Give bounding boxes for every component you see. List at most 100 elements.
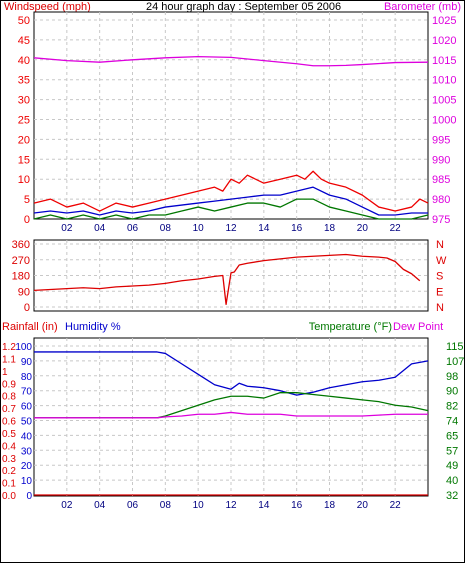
- windspeed-tick-label: 5: [24, 194, 30, 206]
- humidity-axis-title: Humidity %: [65, 321, 121, 333]
- temperature-tick-label: 57: [446, 445, 458, 457]
- rainfall-tick-label: 0.6: [2, 417, 16, 428]
- dewpoint-line: [34, 411, 428, 419]
- chart-title: 24 hour graph day : September 05 2006: [146, 1, 341, 13]
- direction-tick-label: 90: [18, 286, 30, 298]
- low-line: [33, 198, 429, 220]
- windspeed-tick-label: 35: [18, 75, 30, 87]
- windspeed-tick-label: 50: [18, 15, 30, 27]
- humidity-tick-label: 100: [15, 342, 32, 353]
- humidity-tick-label: 0: [26, 491, 32, 502]
- hour-tick-label: 22: [390, 500, 402, 511]
- hour-tick-label: 02: [61, 500, 73, 511]
- temperature-tick-label: 115: [446, 341, 464, 353]
- windspeed-tick-label: 10: [18, 174, 30, 186]
- hour-tick-label: 08: [160, 223, 172, 234]
- compass-tick-label: S: [436, 271, 443, 283]
- rainfall-tick-label: 1: [2, 367, 8, 378]
- temperature-tick-label: 65: [446, 430, 458, 442]
- hour-tick-label: 16: [291, 500, 303, 511]
- hour-tick-label: 16: [291, 223, 303, 234]
- humidity-tick-label: 10: [21, 476, 33, 487]
- hour-tick-label: 08: [160, 500, 172, 511]
- windspeed-tick-label: 45: [18, 35, 30, 47]
- hour-tick-label: 20: [357, 223, 369, 234]
- temperature-tick-label: 82: [446, 401, 458, 413]
- humidity-tick-label: 40: [21, 431, 33, 442]
- barometer-tick-label: 980: [432, 194, 450, 206]
- rainfall-tick-label: 0.1: [2, 479, 16, 490]
- hour-tick-label: 02: [61, 223, 73, 234]
- barometer-tick-label: 990: [432, 154, 450, 166]
- humidity-tick-label: 50: [21, 417, 33, 428]
- hour-tick-label: 18: [324, 500, 336, 511]
- rainfall-tick-label: 0.3: [2, 454, 16, 465]
- barometer-line: [33, 55, 429, 67]
- barometer-tick-label: 1000: [432, 115, 456, 127]
- temperature-tick-label: 74: [446, 416, 458, 428]
- temperature-tick-label: 98: [446, 371, 458, 383]
- temperature-tick-label: 40: [446, 475, 458, 487]
- temperature-tick-label: 32: [446, 490, 458, 502]
- windspeed-tick-label: 30: [18, 95, 30, 107]
- humidity-tick-label: 90: [21, 357, 33, 368]
- hour-tick-label: 14: [258, 223, 270, 234]
- avg-line: [33, 186, 428, 216]
- hour-tick-label: 06: [127, 500, 139, 511]
- humidity-line: [34, 351, 429, 396]
- windspeed-axis-title: Windspeed (mph): [4, 1, 91, 13]
- barometer-tick-label: 995: [432, 134, 450, 146]
- windspeed-tick-label: 20: [18, 134, 30, 146]
- rainfall-tick-label: 0.5: [2, 429, 16, 440]
- hour-tick-label: 06: [127, 223, 139, 234]
- compass-tick-label: N: [436, 239, 444, 251]
- barometer-tick-label: 1010: [432, 75, 456, 87]
- rainfall-tick-label: 0.8: [2, 392, 16, 403]
- compass-tick-label: W: [436, 255, 447, 267]
- barometer-tick-label: 1015: [432, 55, 456, 67]
- direction-tick-label: 270: [12, 255, 30, 267]
- windspeed-tick-label: 40: [18, 55, 30, 67]
- windspeed-tick-label: 15: [18, 154, 30, 166]
- windspeed-tick-label: 25: [18, 115, 30, 127]
- hour-tick-label: 12: [225, 223, 237, 234]
- rainfall-tick-label: 1.1: [2, 354, 16, 365]
- barometer-tick-label: 985: [432, 174, 450, 186]
- hour-tick-label: 04: [94, 223, 106, 234]
- humidity-tick-label: 30: [21, 446, 33, 457]
- direction-tick-label: 180: [12, 271, 30, 283]
- rainfall-tick-label: 0.4: [2, 441, 16, 452]
- hour-tick-label: 20: [357, 500, 369, 511]
- humidity-tick-label: 60: [21, 402, 33, 413]
- compass-tick-label: E: [436, 286, 443, 298]
- rainfall-tick-label: 0.7: [2, 404, 16, 415]
- gust-line: [33, 170, 429, 212]
- hour-tick-label: 10: [193, 500, 205, 511]
- temperature-tick-label: 49: [446, 460, 458, 472]
- hour-tick-label: 18: [324, 223, 336, 234]
- humidity-tick-label: 70: [21, 387, 33, 398]
- humidity-tick-label: 80: [21, 372, 33, 383]
- rainfall-tick-label: 0.9: [2, 379, 16, 390]
- windspeed-tick-label: 0: [24, 214, 30, 226]
- barometer-tick-label: 975: [432, 214, 450, 226]
- temperature-tick-label: 90: [446, 386, 458, 398]
- hour-tick-label: 10: [193, 223, 205, 234]
- direction-tick-label: 360: [12, 239, 30, 251]
- hour-tick-label: 14: [258, 500, 270, 511]
- hour-tick-label: 04: [94, 500, 106, 511]
- temperature-axis-title: Temperature (°F): [309, 321, 392, 333]
- rainfall-tick-label: 1.2: [2, 342, 16, 353]
- rainfall-tick-label: 0.0: [2, 491, 16, 502]
- compass-tick-label: N: [436, 302, 444, 314]
- rainfall-tick-label: 0.2: [2, 466, 16, 477]
- direction-line: [33, 253, 421, 306]
- barometer-tick-label: 1020: [432, 35, 456, 47]
- rainfall-axis-title: Rainfall (in): [2, 321, 58, 333]
- temperature-tick-label: 107: [446, 356, 464, 368]
- direction-tick-label: 0: [24, 302, 30, 314]
- hour-tick-label: 12: [225, 500, 237, 511]
